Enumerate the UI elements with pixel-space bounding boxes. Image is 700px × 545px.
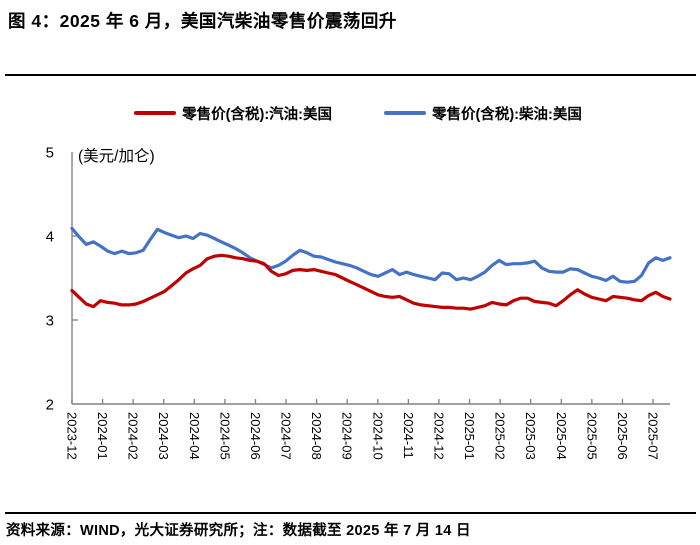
x-axis-tick-label: 2024-02 — [126, 412, 141, 460]
legend-label-diesel: 零售价(含税):柴油:美国 — [432, 106, 582, 123]
y-axis-tick-label: 4 — [46, 229, 54, 246]
bottom-divider — [5, 512, 696, 514]
y-axis-tick-label: 3 — [46, 313, 54, 330]
gasoline-line-swatch — [134, 111, 177, 115]
price-line-chart: 5 4 3 2 (美元/加仑) 2023-12 2024-01 2024-02 2024-03 2… — [46, 145, 672, 460]
series-line — [70, 226, 672, 284]
source-note: 资料来源：WIND，光大证券研究所；注：数据截至 2025 年 7 月 14 日 — [6, 523, 471, 539]
y-axis-tick-label: 2 — [46, 397, 54, 414]
x-axis-tick-label: 2025-03 — [523, 412, 538, 460]
chart-legend: 零售价(含税):汽油:美国 零售价(含税):柴油:美国 — [28, 100, 688, 126]
x-axis-tick-label: 2024-08 — [309, 412, 324, 460]
x-axis-tick-label: 2024-10 — [370, 412, 385, 460]
x-axis-tick-label: 2024-01 — [95, 412, 110, 460]
x-axis-tick-label: 2024-11 — [401, 412, 416, 459]
figure-title: 图 4：2025 年 6 月，美国汽柴油零售价震荡回升 — [8, 11, 397, 31]
x-axis-tick-label: 2024-12 — [431, 412, 446, 460]
legend-item-gasoline: 零售价(含税):汽油:美国 — [134, 103, 332, 124]
x-axis-tick-label: 2024-06 — [248, 412, 263, 460]
x-axis-tick-label: 2024-04 — [187, 412, 202, 460]
legend-label-gasoline: 零售价(含税):汽油:美国 — [182, 106, 332, 123]
x-axis-tick-label: 2025-04 — [554, 412, 569, 460]
x-axis-tick-label: 2025-01 — [462, 412, 477, 460]
x-axis-tick-label: 2024-03 — [156, 412, 171, 460]
x-axis-tick-label: 2025-02 — [493, 412, 508, 460]
x-axis-tick-label: 2025-07 — [646, 412, 661, 460]
x-axis-tick-label: 2024-07 — [279, 412, 294, 460]
series-line — [70, 253, 672, 311]
x-axis-tick-label: 2024-05 — [217, 412, 232, 460]
x-axis-tick-label: 2025-06 — [615, 412, 630, 460]
legend-item-diesel: 零售价(含税):柴油:美国 — [384, 103, 582, 124]
x-axis-tick-label: 2025-05 — [584, 412, 599, 460]
diesel-line-swatch — [384, 111, 426, 115]
top-divider — [5, 74, 696, 76]
y-axis-tick-label: 5 — [46, 145, 54, 162]
y-axis-unit-label: (美元/加仑) — [78, 147, 155, 165]
x-axis-tick-label: 2023-12 — [65, 412, 80, 460]
x-axis-tick-label: 2024-09 — [340, 412, 355, 460]
